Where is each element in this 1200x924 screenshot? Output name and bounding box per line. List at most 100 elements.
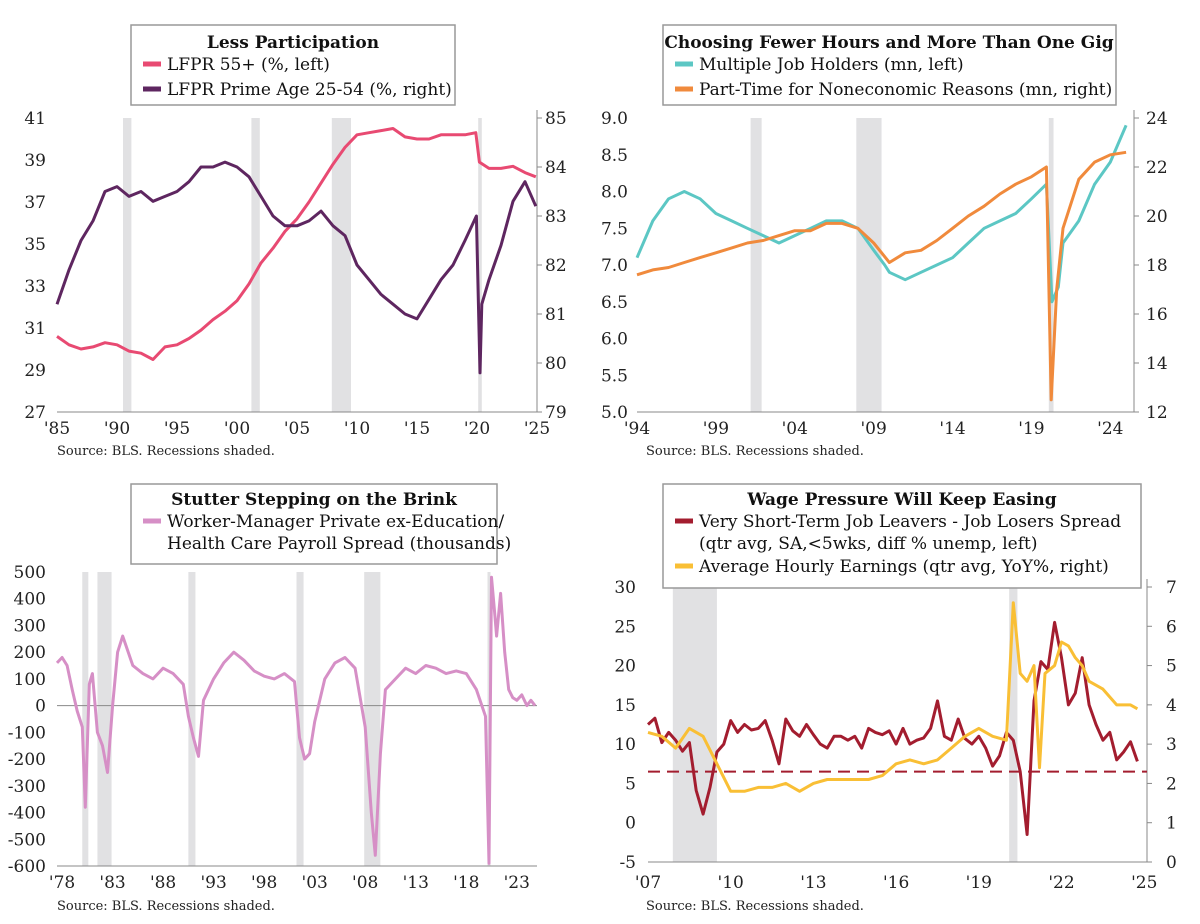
y-right-tick-label: 1	[1166, 814, 1177, 834]
y-right-tick-label: 12	[1146, 403, 1168, 423]
y-right-tick-label: 84	[545, 158, 567, 178]
y-left-tick-label: 0	[625, 814, 636, 834]
y-left-tick-label: -400	[8, 804, 46, 824]
x-tick-label: '16	[883, 873, 909, 893]
y-right-tick-label: 24	[1146, 109, 1168, 129]
y-left-tick-label: 100	[14, 670, 46, 690]
x-tick-label: '13	[800, 873, 826, 893]
legend-label: Part-Time for Noneconomic Reasons (mn, r…	[699, 80, 1112, 100]
x-tick-label: '08	[352, 873, 378, 893]
x-tick-label: '09	[861, 419, 887, 439]
x-tick-label: '95	[164, 419, 190, 439]
y-right-tick-label: 18	[1146, 256, 1168, 276]
y-left-tick-label: -5	[619, 853, 636, 873]
y-left-tick-label: 15	[614, 696, 636, 716]
legend-label: LFPR 55+ (%, left)	[167, 55, 330, 75]
legend-box	[662, 24, 1117, 106]
y-left-tick-label: 400	[14, 590, 46, 610]
y-right-tick-label: 7	[1166, 578, 1177, 598]
legend-box	[662, 483, 1142, 589]
recession-band	[750, 118, 762, 412]
y-left-tick-label: 30	[614, 578, 636, 598]
y-right-tick-label: 3	[1166, 735, 1177, 755]
recession-band	[188, 572, 196, 866]
y-right-tick-label: 83	[545, 207, 567, 227]
y-right-tick-label: 22	[1146, 158, 1168, 178]
source-note: Source: BLS. Recessions shaded.	[57, 444, 275, 459]
x-tick-label: '10	[344, 419, 370, 439]
legend-title: Wage Pressure Will Keep Easing	[746, 490, 1056, 510]
x-tick-label: '25	[524, 419, 550, 439]
y-right-tick-label: 79	[545, 403, 567, 423]
recession-band	[296, 572, 304, 866]
y-right-tick-label: 0	[1166, 853, 1177, 873]
y-left-tick-label: 500	[14, 563, 46, 583]
series-line-1	[635, 124, 1128, 304]
y-left-tick-label: 29	[24, 361, 46, 381]
y-left-tick-label: 35	[24, 235, 46, 255]
x-tick-label: '14	[939, 419, 965, 439]
y-left-tick-label: -100	[8, 723, 46, 743]
y-right-tick-label: 81	[545, 305, 567, 325]
legend-label-line2: Health Care Payroll Spread (thousands)	[167, 534, 511, 554]
y-left-tick-label: -200	[8, 750, 46, 770]
source-note: Source: BLS. Recessions shaded.	[646, 899, 864, 914]
legend-box	[130, 24, 456, 106]
x-tick-label: '00	[224, 419, 250, 439]
y-left-tick-label: 0	[35, 697, 46, 717]
source-note: Source: BLS. Recessions shaded.	[646, 444, 864, 459]
x-tick-label: '98	[251, 873, 277, 893]
x-tick-label: '05	[284, 419, 310, 439]
y-left-tick-label: -600	[8, 857, 46, 877]
recession-band	[82, 572, 89, 866]
y-left-tick-label: 41	[24, 109, 46, 129]
y-left-tick-label: 7.5	[601, 219, 628, 239]
chart-panel-2: 5.0 5.5 6.0 6.5 7.0 7.5 8.0 8.5 9.0 12 14 16 18 20 22 2…	[601, 24, 1168, 459]
y-left-tick-label: 10	[614, 735, 636, 755]
y-left-tick-label: 7.0	[601, 256, 628, 276]
recession-band	[364, 572, 381, 866]
recession-band	[97, 572, 112, 866]
y-left-tick-label: 6.0	[601, 330, 628, 350]
legend-label: LFPR Prime Age 25-54 (%, right)	[167, 80, 452, 100]
x-tick-label: '20	[464, 419, 490, 439]
y-left-tick-label: 5	[625, 774, 636, 794]
source-note: Source: BLS. Recessions shaded.	[57, 899, 275, 914]
x-tick-label: '85	[44, 419, 70, 439]
y-left-tick-label: -500	[8, 830, 46, 850]
x-tick-label: '19	[966, 873, 992, 893]
y-left-tick-label: 5.5	[601, 366, 628, 386]
series-line-1	[646, 620, 1139, 836]
y-left-tick-label: 300	[14, 616, 46, 636]
legend-title: Less Participation	[207, 33, 379, 53]
y-right-tick-label: 80	[545, 354, 567, 374]
y-left-tick-label: 8.0	[601, 183, 628, 203]
y-right-tick-label: 14	[1146, 354, 1168, 374]
chart-panel-1: 27 29 31 33 35 37 39 41 79 80 81 82 83 84 85 '85 '90 '95 '…	[24, 24, 567, 459]
series-line-1	[56, 127, 537, 361]
x-tick-label: '10	[718, 873, 744, 893]
y-right-tick-label: 20	[1146, 207, 1168, 227]
legend-box	[130, 483, 498, 565]
legend-label: Multiple Job Holders (mn, left)	[699, 55, 964, 75]
x-tick-label: '83	[99, 873, 125, 893]
recession-band	[856, 118, 882, 412]
legend-title: Choosing Fewer Hours and More Than One G…	[664, 33, 1113, 53]
y-right-tick-label: 82	[545, 256, 567, 276]
series-line-2	[647, 601, 1139, 793]
x-tick-label: '99	[703, 419, 729, 439]
recession-band	[331, 118, 351, 412]
x-tick-label: '24	[1097, 419, 1123, 439]
x-tick-label: '78	[49, 873, 75, 893]
x-tick-label: '18	[453, 873, 479, 893]
x-tick-label: '90	[104, 419, 130, 439]
recession-band	[123, 118, 132, 412]
y-left-tick-label: 31	[24, 319, 46, 339]
y-left-tick-label: 37	[24, 193, 46, 213]
x-tick-label: '07	[635, 873, 661, 893]
legend-title: Stutter Stepping on the Brink	[171, 490, 458, 510]
legend-label: Average Hourly Earnings (qtr avg, YoY%, …	[698, 557, 1109, 577]
legend-label-line2: (qtr avg, SA,<5wks, diff % unemp, left)	[699, 534, 1037, 554]
y-left-tick-label: 27	[24, 403, 46, 423]
